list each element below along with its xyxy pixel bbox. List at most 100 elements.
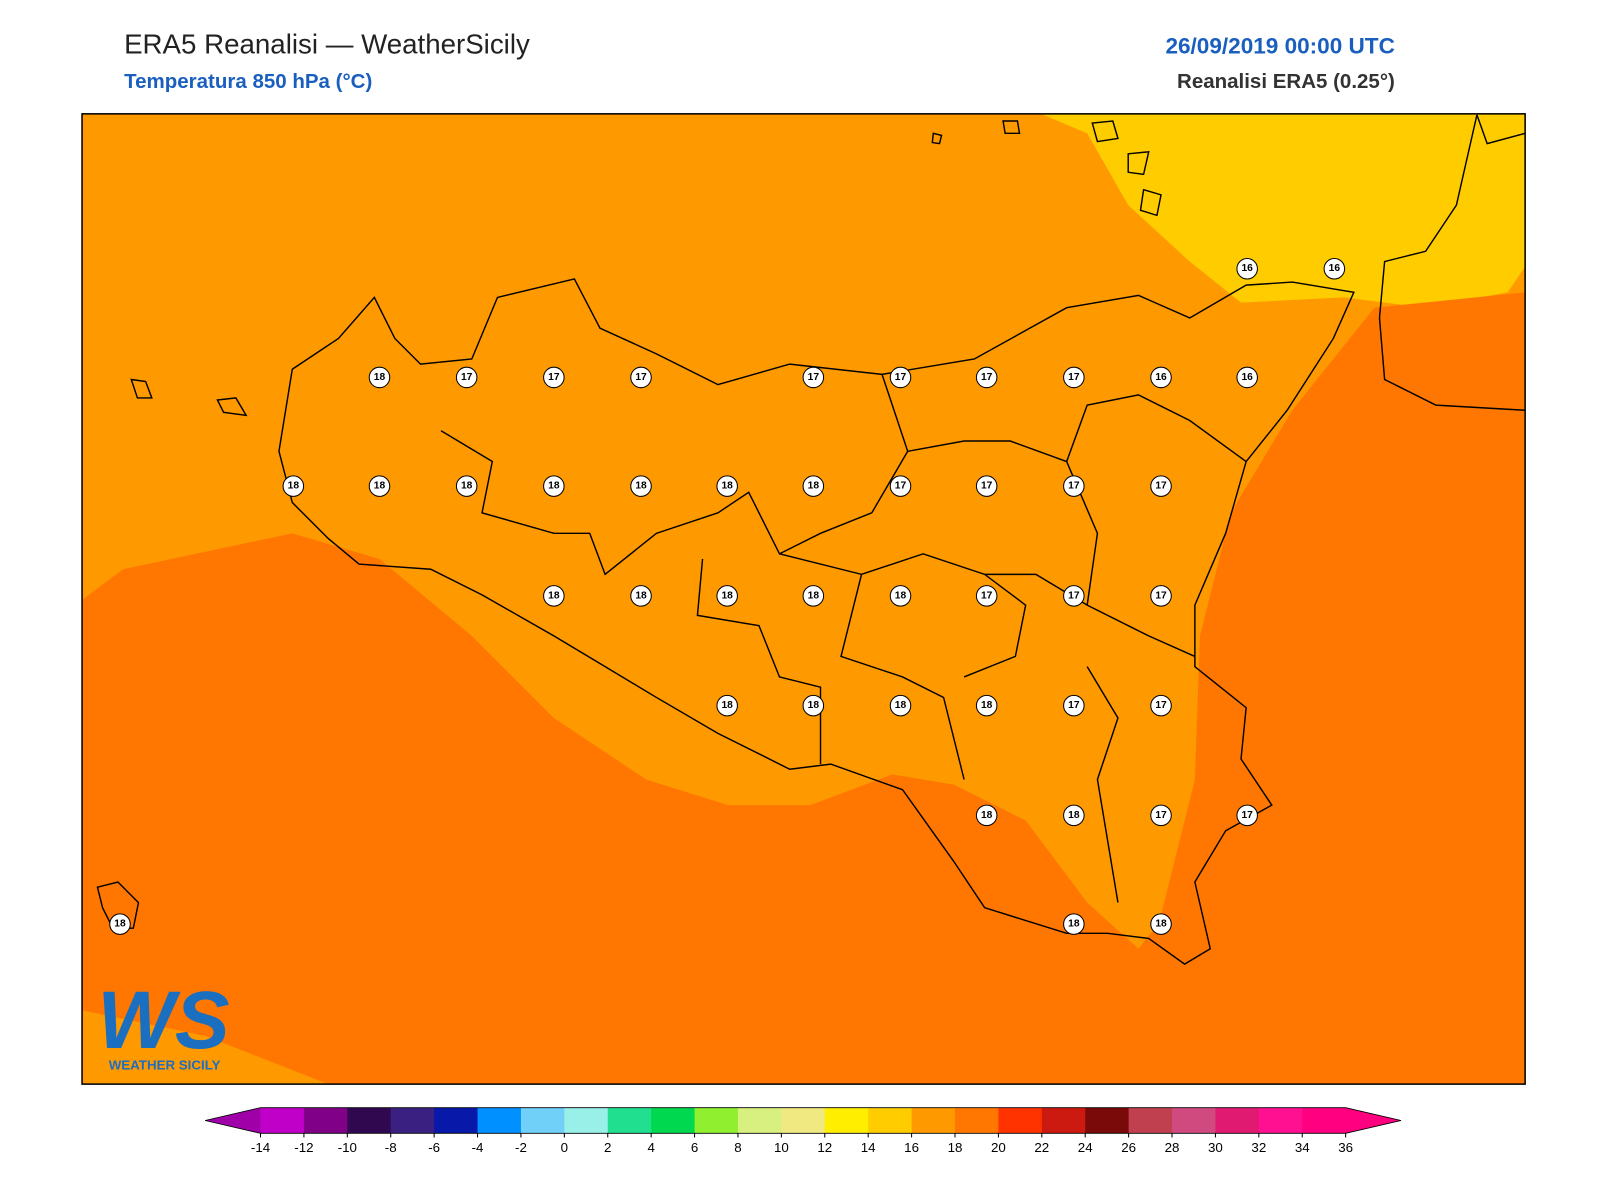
point-label: 18 <box>288 481 300 492</box>
colorbar-tick-label: -2 <box>515 1140 527 1155</box>
colorbar-box <box>1128 1107 1173 1134</box>
point-label: 18 <box>374 372 386 383</box>
label-circle <box>1150 475 1172 497</box>
colorbar-tick-label: 36 <box>1338 1140 1353 1155</box>
point-label: 17 <box>981 372 993 383</box>
label-circle <box>368 475 391 497</box>
colorbar-tick-label: 24 <box>1078 1140 1093 1155</box>
colorbar-box <box>434 1107 479 1134</box>
colorbar-box <box>781 1107 826 1134</box>
colorbar-tick-label: -14 <box>251 1140 271 1155</box>
point-label: 18 <box>721 700 733 711</box>
label-circle <box>1063 475 1085 497</box>
point-label: 18 <box>548 590 560 601</box>
point-label: 18 <box>895 590 907 601</box>
point-label: 18 <box>1068 919 1080 930</box>
label-circle <box>1063 585 1085 607</box>
label-circle <box>368 366 391 389</box>
subtitle: Temperatura 850 hPa (°C) <box>124 70 372 93</box>
colorbar-tick-label: 16 <box>904 1140 919 1155</box>
label-circle <box>716 585 738 607</box>
colorbar-box <box>1258 1107 1303 1134</box>
label-circle <box>282 475 305 497</box>
field-dark-orange <box>82 292 1526 1085</box>
colorbar-tick-label: 0 <box>561 1140 568 1155</box>
colorbar-box <box>694 1107 739 1134</box>
point-label: 17 <box>461 372 473 383</box>
colorbar-tick-label: -12 <box>294 1140 313 1155</box>
colorbar-tick-label: 20 <box>991 1140 1006 1155</box>
label-circle <box>455 475 478 497</box>
pantelleria <box>96 881 140 929</box>
point-label: 16 <box>1329 263 1341 274</box>
point-label: 17 <box>895 481 907 492</box>
point-label: 18 <box>808 700 820 711</box>
point-label: 17 <box>548 372 560 383</box>
point-label: 17 <box>635 372 647 383</box>
label-circle <box>1150 694 1172 717</box>
label-circle <box>889 366 912 389</box>
point-label: 18 <box>981 700 993 711</box>
label-circle <box>975 804 998 827</box>
colorbar-under <box>205 1107 261 1134</box>
colorbar-box <box>260 1107 305 1134</box>
label-circle <box>1323 257 1346 280</box>
point-label: 16 <box>1241 372 1253 383</box>
point-label: 17 <box>1241 810 1253 821</box>
colorbar-box <box>1215 1107 1260 1134</box>
label-circle <box>802 366 825 389</box>
colorbar-tick-label: 12 <box>817 1140 832 1155</box>
label-circle <box>1236 366 1258 389</box>
point-label: 17 <box>1068 481 1080 492</box>
label-circle <box>802 694 825 717</box>
point-label: 18 <box>721 590 733 601</box>
colorbar-box <box>477 1107 522 1134</box>
point-label: 17 <box>895 372 907 383</box>
point-label: 17 <box>1068 700 1080 711</box>
label-circle <box>543 366 565 389</box>
colorbar-box <box>868 1107 913 1134</box>
colorbar-tick-label: -4 <box>472 1140 484 1155</box>
label-circle <box>630 366 652 389</box>
colorbar-tick-label: 14 <box>861 1140 876 1155</box>
label-circle <box>1063 913 1085 935</box>
field-gold <box>1041 113 1526 308</box>
colorbar-box <box>390 1107 435 1134</box>
colorbar-tick-label: 34 <box>1295 1140 1310 1155</box>
date: 26/09/2019 00:00 UTC <box>1165 33 1394 58</box>
label-circle <box>455 366 478 389</box>
colorbar-tick-label: 28 <box>1165 1140 1180 1155</box>
point-label: 16 <box>1241 263 1253 274</box>
colorbar-tick-label: 10 <box>774 1140 789 1155</box>
label-circle <box>1150 913 1172 935</box>
point-label: 18 <box>1068 810 1080 821</box>
point-label: 18 <box>548 481 560 492</box>
colorbar-box <box>911 1107 956 1134</box>
colorbar-box <box>303 1107 348 1134</box>
logo-subtext: WEATHER SICILY <box>109 1058 221 1073</box>
colorbar-box <box>564 1107 609 1134</box>
colorbar: -14 -12 -10 -8 -6 -4 -2 0 2 4 6 8 10 12 14 16 18 20 22 24 26… <box>205 1107 1402 1155</box>
label-circle <box>889 475 912 497</box>
sicily <box>278 278 1355 965</box>
colorbar-box <box>954 1107 999 1134</box>
label-circle <box>716 694 738 717</box>
calabria-north <box>1476 114 1526 145</box>
colorbar-tick-label: -8 <box>385 1140 397 1155</box>
point-label: 18 <box>635 590 647 601</box>
label-circle <box>1150 366 1172 389</box>
point-label: 18 <box>635 481 647 492</box>
point-label: 16 <box>1155 372 1167 383</box>
field-orange-strip <box>82 1010 329 1085</box>
label-circle <box>802 475 825 497</box>
label-circle <box>889 585 912 607</box>
point-label: 17 <box>1155 590 1167 601</box>
point-label: 17 <box>808 372 820 383</box>
map-frame <box>81 113 1526 1085</box>
point-label: 18 <box>1155 919 1167 930</box>
label-circle <box>109 913 131 935</box>
point-label: 18 <box>808 590 820 601</box>
label-circle <box>1236 257 1258 280</box>
